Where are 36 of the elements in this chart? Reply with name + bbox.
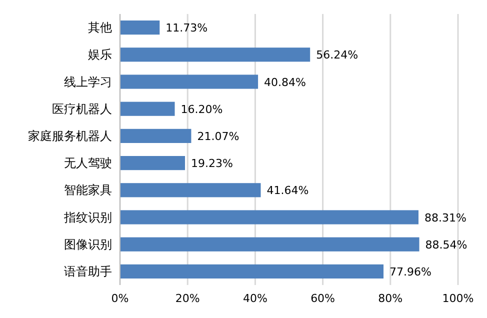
x-tick-label: 80% (378, 292, 403, 305)
y-tick-label: 其他 (88, 20, 112, 35)
y-tick-label: 娱乐 (88, 48, 112, 62)
bar (120, 74, 258, 89)
bar (120, 48, 310, 62)
data-label: 56.24% (316, 48, 358, 62)
bar (120, 264, 384, 278)
data-label: 40.84% (264, 76, 306, 89)
bar (120, 20, 160, 35)
bar (120, 102, 175, 116)
bar (120, 237, 420, 252)
data-label: 41.64% (266, 184, 309, 198)
x-tick-label: 60% (310, 292, 336, 305)
y-tick-label: 线上学习 (64, 74, 112, 89)
data-label: 11.73% (166, 22, 208, 35)
y-tick-label: 指纹识别 (63, 210, 112, 224)
bar (120, 183, 261, 198)
y-tick-label: 无人驾驶 (64, 156, 112, 170)
x-tick-label: 20% (175, 292, 200, 305)
bar (120, 128, 192, 143)
bar (120, 210, 418, 224)
y-tick-label: 图像识别 (64, 237, 112, 252)
data-label: 21.07% (197, 130, 240, 143)
data-label: 88.31% (424, 211, 466, 224)
x-tick-label: 0% (111, 292, 129, 305)
data-label: 19.23% (190, 157, 233, 170)
data-label: 16.20% (180, 102, 223, 116)
bar (120, 156, 185, 170)
x-tick-label: 40% (242, 292, 268, 305)
y-tick-label: 语音助手 (64, 264, 112, 278)
data-label: 77.96% (390, 265, 432, 278)
y-tick-label: 医疗机器人 (52, 102, 112, 116)
y-tick-label: 家庭服务机器人 (28, 128, 112, 143)
y-tick-label: 智能家具 (64, 183, 112, 198)
x-tick-label: 100% (442, 292, 474, 305)
data-label: 88.54% (425, 238, 468, 252)
